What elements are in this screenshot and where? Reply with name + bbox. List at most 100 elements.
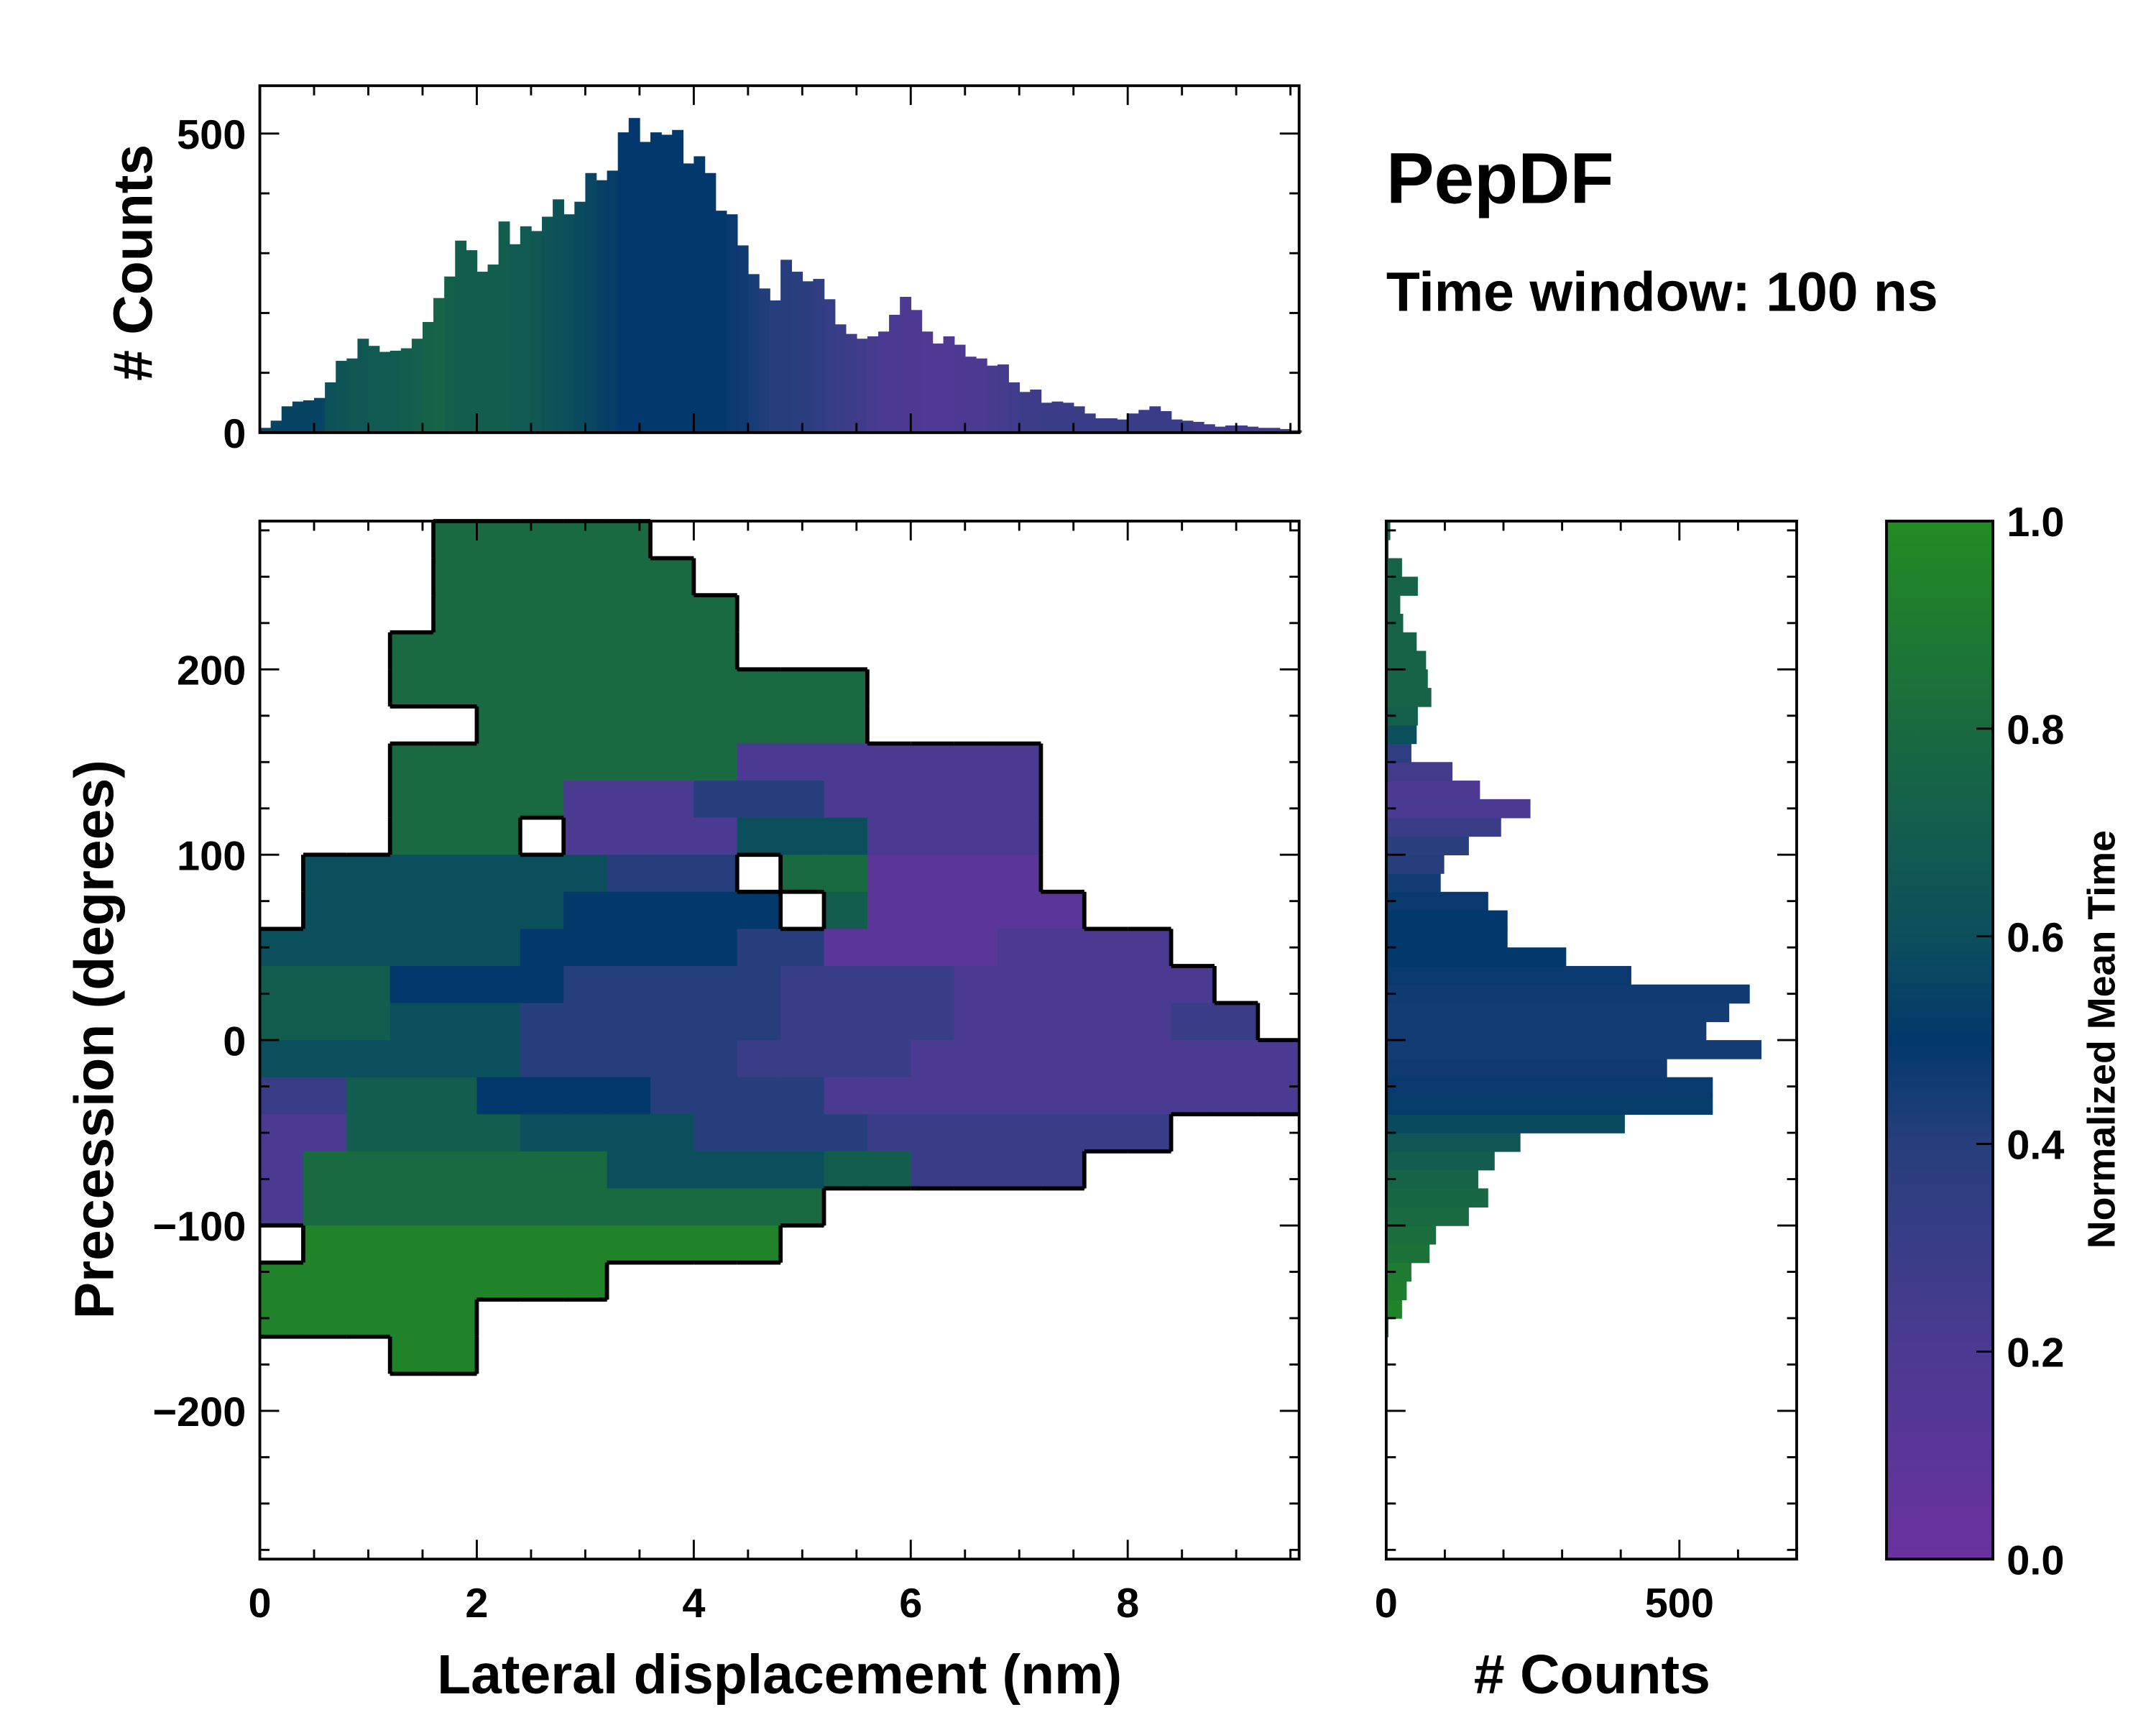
top-histogram-panel: 0 500 <box>177 84 1302 457</box>
histogram-bar <box>1095 418 1107 433</box>
top-hist-y-axis-label: # Counts <box>103 144 165 381</box>
histogram-bar <box>259 428 272 433</box>
heatmap-cell <box>476 1003 521 1041</box>
heatmap-cell <box>737 817 782 856</box>
heatmap-cell <box>607 855 651 893</box>
heatmap-cell <box>346 1003 391 1041</box>
heatmap-cell <box>607 1114 651 1152</box>
histogram-bar <box>943 336 955 433</box>
heatmap-cell <box>780 669 825 707</box>
histogram-bar <box>476 272 489 433</box>
heatmap-cell <box>520 1225 565 1264</box>
heatmap-cell <box>694 632 738 671</box>
heatmap-cell <box>303 1188 348 1226</box>
heatmap-cell <box>520 1114 565 1152</box>
histogram-bar <box>400 348 413 433</box>
y-tick-label: 0 <box>223 1018 246 1064</box>
top-hist-frame <box>258 84 1301 434</box>
histogram-bar <box>368 346 380 433</box>
histogram-bar <box>1051 401 1064 433</box>
histogram-bar <box>1386 1040 1762 1059</box>
heatmap-cell <box>954 743 998 782</box>
heatmap-cell <box>390 1114 435 1152</box>
histogram-bar <box>520 226 532 433</box>
histogram-bar <box>553 199 564 433</box>
heatmap-cell <box>520 669 565 707</box>
heatmap-cell <box>433 558 478 597</box>
histogram-bar <box>758 288 770 433</box>
x-tick-label: 6 <box>899 1581 922 1627</box>
heatmap-cell <box>867 1040 912 1078</box>
heatmap-cell <box>1214 1040 1259 1078</box>
heatmap-cell <box>998 781 1042 819</box>
heatmap-cell <box>1171 965 1215 1004</box>
heatmap-cell <box>737 1188 782 1226</box>
histogram-bar <box>672 129 684 433</box>
heatmap-cell <box>1084 1003 1129 1041</box>
heatmap-cell <box>259 1040 304 1078</box>
heatmap-cell <box>607 669 651 707</box>
histogram-bar <box>1214 426 1226 433</box>
heatmap-cell <box>563 781 608 819</box>
histogram-bar <box>1386 650 1427 671</box>
y-tick-label: 500 <box>177 112 246 158</box>
heatmap-cell <box>520 743 565 782</box>
heatmap-cell <box>694 1225 738 1264</box>
main-x-axis-label: Lateral displacement (nm) <box>437 1644 1122 1706</box>
heatmap-cell <box>780 965 825 1004</box>
heatmap-cell <box>867 891 912 930</box>
histogram-bar <box>1386 1281 1407 1300</box>
heatmap-cell <box>520 521 565 559</box>
histogram-bar <box>1030 390 1042 433</box>
heatmap-cell <box>607 1225 651 1264</box>
histogram-bar <box>1279 428 1291 433</box>
heatmap-cell <box>780 743 825 782</box>
heatmap-cell <box>303 891 348 930</box>
heatmap-cell <box>824 965 868 1004</box>
heatmap-cell <box>867 743 912 782</box>
heatmap-cell <box>650 855 695 893</box>
heatmap-cell <box>1084 1040 1129 1078</box>
heatmap-cell <box>390 929 435 967</box>
heatmap-cell <box>476 743 521 782</box>
heatmap-cell <box>390 855 435 893</box>
histogram-bar <box>270 420 282 433</box>
histogram-bar <box>1386 1243 1430 1264</box>
heatmap-cell <box>433 1077 478 1116</box>
histogram-bar <box>530 231 543 433</box>
heatmap-cell <box>780 817 825 856</box>
y-tick-label: 200 <box>177 648 246 694</box>
heatmap-cell <box>824 817 868 856</box>
histogram-bar <box>617 132 630 433</box>
histogram-bar <box>1386 1169 1478 1190</box>
heatmap-cell <box>694 1040 738 1078</box>
heatmap-cell <box>390 1003 435 1041</box>
x-tick-label: 0 <box>248 1581 271 1627</box>
heatmap-cell <box>650 817 695 856</box>
heatmap-cell <box>1041 929 1085 967</box>
heatmap-cell <box>650 1151 695 1190</box>
histogram-bar <box>1149 406 1161 433</box>
heatmap-cell <box>694 1114 738 1152</box>
heatmap-cell <box>303 929 348 967</box>
heatmap-cell <box>1171 1040 1215 1078</box>
histogram-bar <box>1386 724 1417 745</box>
heatmap-cell <box>650 1188 695 1226</box>
heatmap-cell <box>824 1151 868 1190</box>
heatmap-cell <box>694 965 738 1004</box>
heatmap-cell <box>476 558 521 597</box>
heatmap-cell <box>737 1225 782 1264</box>
histogram-bar <box>336 361 348 433</box>
heatmap-cell <box>259 1151 304 1190</box>
heatmap-cell <box>694 1003 738 1041</box>
heatmap-cell <box>433 965 478 1004</box>
histogram-bar <box>813 279 825 433</box>
histogram-bar <box>1386 929 1508 948</box>
histogram-bar <box>770 300 781 433</box>
heatmap-cell <box>563 595 608 633</box>
colorbar-label: Normalized Mean Time <box>2080 830 2123 1248</box>
histogram-bar <box>1386 1095 1713 1116</box>
histogram-bar <box>1247 426 1259 433</box>
heatmap-cell <box>737 743 782 782</box>
histogram-bar <box>954 344 966 433</box>
